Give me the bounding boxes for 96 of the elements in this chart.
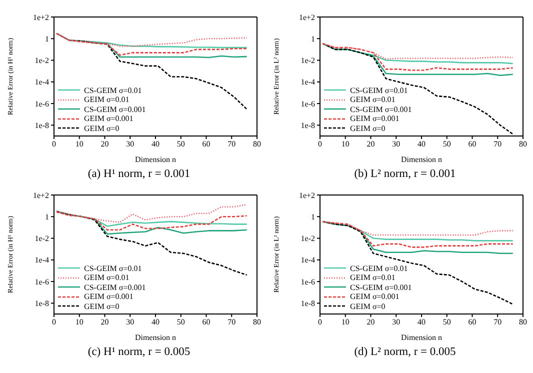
text: (a) H¹ norm, r = 0.001: [86, 168, 192, 180]
y-tick-label: 1e-6: [300, 99, 315, 108]
x-axis-title: Dimension n: [400, 155, 442, 164]
y-tick-label: 1e-4: [300, 256, 315, 265]
y-tick-label: 1: [45, 34, 49, 44]
legend-label: CS-GEIM σ=0.001: [84, 282, 146, 292]
line-series: [322, 220, 514, 305]
legend-label: CS-GEIM σ=0.01: [84, 264, 142, 273]
legend-label: GEIM σ=0: [350, 124, 386, 133]
legend-label: GEIM σ=0.001: [350, 292, 400, 302]
x-axis-title: Dimension n: [400, 333, 442, 342]
y-tick-label: 1e-6: [300, 277, 315, 286]
legend-label: GEIM σ=0.01: [350, 95, 396, 104]
x-tick-label: 10: [75, 140, 84, 149]
y-tick-label: 1e+2: [298, 12, 315, 22]
line-series: [322, 220, 514, 248]
x-tick-label: 0: [52, 318, 56, 327]
y-tick-label: 1e-6: [34, 277, 49, 286]
x-tick-label: 0: [318, 140, 322, 149]
y-tick-label: 1: [311, 212, 315, 222]
x-tick-label: 70: [228, 318, 236, 327]
legend-label: GEIM σ=0: [84, 302, 120, 311]
x-tick-label: 20: [100, 318, 109, 327]
x-tick-label: 30: [126, 140, 134, 149]
x-tick-label: 70: [494, 318, 502, 327]
text: (d) L² norm, r = 0.005: [353, 346, 457, 358]
legend-label: GEIM σ=0.01: [84, 273, 130, 282]
x-tick-label: 80: [519, 140, 527, 149]
x-tick-label: 50: [176, 140, 185, 149]
x-tick-label: 60: [202, 140, 210, 149]
y-tick-label: 1e-4: [34, 78, 49, 87]
x-tick-label: 70: [228, 140, 236, 149]
line-series: [56, 211, 248, 231]
x-tick-label: 30: [392, 318, 400, 327]
line-series: [56, 204, 248, 223]
y-tick-label: 1e-8: [34, 299, 49, 308]
legend-label: CS-GEIM σ=0.01: [350, 264, 408, 273]
y-tick-label: 1e-2: [300, 56, 315, 66]
x-tick-label: 60: [202, 318, 210, 327]
x-tick-label: 80: [253, 140, 261, 149]
y-tick-label: 1e+2: [32, 12, 49, 22]
x-tick-label: 80: [519, 318, 527, 327]
text: (b) L² norm, r = 0.001: [353, 168, 457, 180]
x-tick-label: 20: [366, 318, 375, 327]
legend-label: GEIM σ=0.001: [350, 114, 400, 124]
x-tick-label: 50: [176, 318, 185, 327]
legend-label: CS-GEIM σ=0.01: [350, 86, 408, 95]
x-tick-label: 50: [442, 140, 451, 149]
x-tick-label: 80: [253, 318, 261, 327]
x-tick-label: 20: [100, 140, 109, 149]
legend-label: CS-GEIM σ=0.01: [84, 86, 142, 95]
y-tick-label: 1e-6: [34, 99, 49, 108]
x-axis-title: Dimension n: [134, 333, 176, 342]
legend-label: CS-GEIM σ=0.001: [84, 104, 146, 114]
x-tick-label: 40: [152, 140, 160, 149]
legend-label: GEIM σ=0: [84, 124, 120, 133]
x-tick-label: 60: [468, 318, 476, 327]
x-axis-title: Dimension n: [134, 155, 176, 164]
y-tick-label: 1: [45, 212, 49, 222]
y-tick-label: 1e-8: [300, 121, 315, 130]
y-tick-label: 1e-4: [34, 256, 49, 265]
x-tick-label: 20: [366, 140, 375, 149]
x-tick-label: 10: [341, 318, 350, 327]
legend-label: GEIM σ=0.01: [350, 273, 396, 282]
x-tick-label: 30: [392, 140, 400, 149]
line-series: [322, 42, 514, 60]
x-tick-label: 40: [418, 318, 426, 327]
x-tick-label: 70: [494, 140, 502, 149]
line-series: [322, 220, 514, 236]
y-tick-label: 1e-8: [300, 299, 315, 308]
x-tick-label: 0: [318, 318, 322, 327]
x-tick-label: 0: [52, 140, 56, 149]
line-series: [56, 210, 248, 276]
legend-label: CS-GEIM σ=0.001: [350, 104, 412, 114]
y-tick-label: 1e-8: [34, 121, 49, 130]
y-tick-label: 1e+2: [298, 190, 315, 200]
legend-label: CS-GEIM σ=0.001: [350, 282, 412, 292]
text: (c) H¹ norm, r = 0.005: [86, 346, 192, 358]
y-tick-label: 1e-4: [300, 78, 315, 87]
y-tick-label: 1e-2: [300, 234, 315, 244]
x-tick-label: 40: [152, 318, 160, 327]
x-tick-label: 50: [442, 318, 451, 327]
legend-label: GEIM σ=0: [350, 302, 386, 311]
legend-label: GEIM σ=0.01: [84, 95, 130, 104]
x-tick-label: 40: [418, 140, 426, 149]
y-tick-label: 1e-2: [34, 56, 49, 66]
x-tick-label: 10: [341, 140, 350, 149]
y-tick-label: 1e-2: [34, 234, 49, 244]
legend-label: GEIM σ=0.001: [84, 114, 134, 124]
legend-label: GEIM σ=0.001: [84, 292, 134, 302]
y-tick-label: 1: [311, 34, 315, 44]
y-tick-label: 1e+2: [32, 190, 49, 200]
x-tick-label: 30: [126, 318, 134, 327]
line-series: [322, 42, 514, 71]
x-tick-label: 60: [468, 140, 476, 149]
x-tick-label: 10: [75, 318, 84, 327]
